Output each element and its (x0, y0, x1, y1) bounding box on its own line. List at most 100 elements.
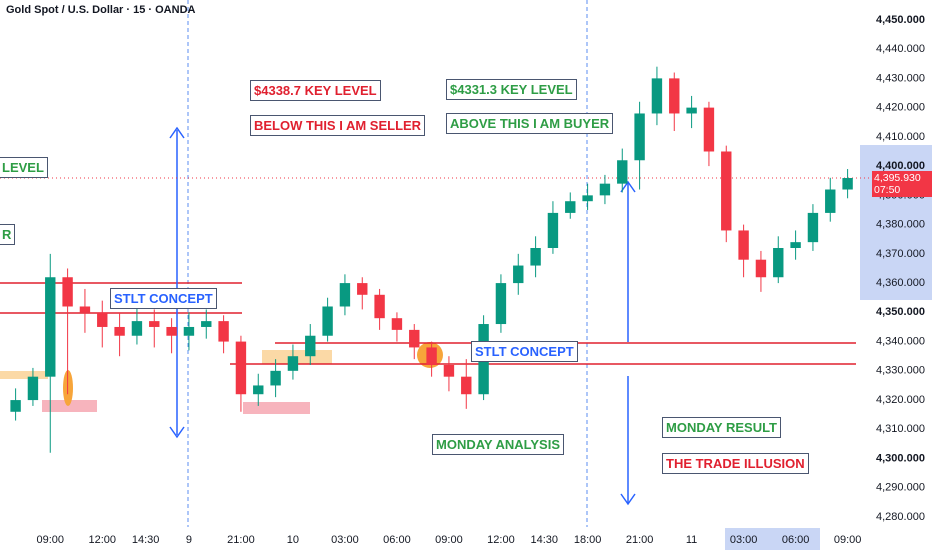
countdown: 07:50 (874, 184, 901, 197)
candle-body (391, 318, 403, 330)
candle-body (738, 230, 749, 260)
y-tick-label: 4,280.000 (876, 511, 925, 523)
candle-body (807, 212, 819, 243)
x-tick-label: 12:00 (89, 534, 117, 546)
annotation: BELOW THIS I AM SELLER (250, 115, 426, 136)
candle-body (374, 294, 385, 319)
x-tick-label: 09:00 (37, 534, 65, 546)
candle-body (755, 259, 767, 278)
y-tick-label: 4,400.000 (876, 160, 925, 172)
candle-body (547, 212, 559, 248)
x-tick-label: 18:00 (574, 534, 602, 546)
x-tick-label: 06:00 (782, 534, 810, 546)
candle-body (218, 321, 229, 342)
zone (42, 400, 97, 412)
annotation: $4331.3 KEY LEVEL (446, 79, 577, 100)
y-tick-label: 4,360.000 (876, 277, 925, 289)
y-tick-label: 4,290.000 (876, 482, 925, 494)
x-tick-label: 12:00 (487, 534, 515, 546)
candle-body (651, 78, 663, 114)
zone (0, 371, 48, 379)
chart-title: Gold Spot / U.S. Dollar · 15 · OANDA (6, 4, 196, 16)
candle-body (253, 385, 264, 395)
candle-body (409, 329, 420, 348)
annotation: THE TRADE ILLUSION (662, 453, 809, 474)
y-tick-label: 4,440.000 (876, 43, 925, 55)
candle-body (270, 370, 281, 386)
annotation: ABOVE THIS I AM BUYER (446, 113, 614, 134)
annotation: LEVEL (0, 157, 48, 178)
y-tick-label: 4,340.000 (876, 335, 925, 347)
candle-body (495, 283, 507, 325)
y-tick-label: 4,300.000 (876, 452, 925, 464)
candle-body (513, 265, 524, 284)
candle-body (599, 183, 611, 196)
candle-body (183, 326, 195, 336)
candle-body (235, 341, 247, 395)
annotation: R (0, 224, 16, 245)
candle-body (10, 400, 21, 412)
y-tick-label: 4,450.000 (876, 14, 925, 26)
x-tick-label: 11 (686, 534, 697, 546)
candle-body (669, 78, 680, 114)
x-tick-label: 09:00 (435, 534, 463, 546)
x-tick-label: 9 (186, 534, 192, 546)
y-tick-label: 4,350.000 (876, 306, 925, 318)
annotation: STLT CONCEPT (110, 288, 217, 309)
candle-body (686, 107, 697, 114)
candle-body (287, 356, 299, 371)
arrows (169, 126, 636, 506)
candle-body (790, 242, 801, 248)
y-tick-label: 4,430.000 (876, 72, 925, 84)
candle-body (27, 376, 39, 401)
candle-body (322, 306, 333, 336)
candle-body (617, 160, 628, 184)
x-tick-label: 21:00 (227, 534, 255, 546)
candle-body (305, 335, 316, 357)
candle-body (582, 195, 593, 202)
x-tick-label: 09:00 (834, 534, 862, 546)
annotation: STLT CONCEPT (471, 341, 578, 362)
candle-body (842, 178, 853, 190)
candle-body (45, 277, 56, 377)
x-tick-label: 14:30 (132, 534, 160, 546)
y-tick-label: 4,420.000 (876, 102, 925, 114)
time-selection (725, 528, 820, 550)
annotation: $4338.7 KEY LEVEL (250, 80, 381, 101)
candle-body (166, 326, 177, 336)
x-tick-label: 10 (287, 534, 299, 546)
candle-body (703, 107, 715, 152)
y-tick-label: 4,380.000 (876, 219, 925, 231)
candle-body (773, 248, 784, 278)
x-tick-label: 03:00 (331, 534, 359, 546)
x-tick-label: 06:00 (383, 534, 411, 546)
candle-body (131, 321, 143, 336)
x-tick-label: 21:00 (626, 534, 654, 546)
annotation: MONDAY ANALYSIS (432, 434, 565, 455)
candle-body (62, 277, 73, 307)
candle-body (565, 201, 576, 213)
candle-body (79, 306, 91, 313)
candle-body (201, 321, 212, 327)
candle-body (114, 326, 125, 336)
y-tick-label: 4,410.000 (876, 131, 925, 143)
candle-body (443, 364, 455, 377)
x-tick-label: 03:00 (730, 534, 758, 546)
last-price: 4,395.930 (874, 172, 921, 185)
y-tick-label: 4,310.000 (876, 423, 925, 435)
candle-body (825, 189, 836, 213)
last-price-label: 4,395.930 07:50 (872, 171, 932, 198)
candle-body (530, 248, 541, 266)
candle-body (97, 312, 108, 327)
y-tick-label: 4,320.000 (876, 394, 925, 406)
y-tick-label: 4,370.000 (876, 248, 925, 260)
candle-body (357, 283, 368, 295)
axis-selection (860, 145, 932, 300)
candles (10, 66, 853, 453)
candle-body (149, 321, 160, 327)
candle-body (426, 347, 437, 365)
candle-body (461, 376, 472, 395)
candle-body (721, 151, 732, 231)
